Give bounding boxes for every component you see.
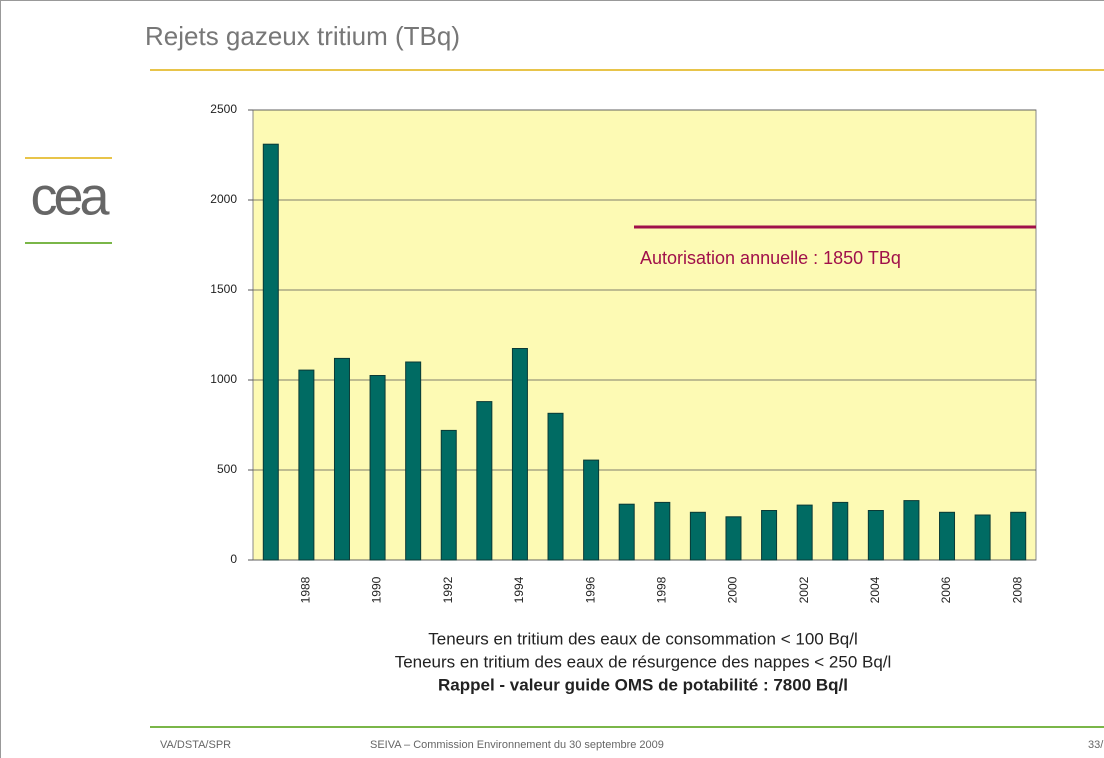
x-tick-label: 2006 [939, 576, 953, 603]
x-tick-label: 2008 [1010, 576, 1024, 603]
page-number: 33/ [1088, 739, 1104, 751]
x-tick-label: 1990 [370, 576, 384, 603]
bar [298, 369, 315, 561]
x-tick-label: 1988 [299, 576, 313, 603]
bar [654, 501, 671, 561]
y-tick-label: 500 [217, 462, 237, 476]
note: Teneurs en tritium des eaux de résurgenc… [395, 652, 892, 671]
logo: cea [30, 166, 110, 226]
x-tick-label: 2000 [726, 576, 740, 603]
bar [405, 361, 422, 561]
note: Teneurs en tritium des eaux de consommat… [428, 629, 858, 648]
x-tick-label: 2004 [868, 576, 882, 603]
bar [796, 504, 813, 561]
x-tick-label: 2002 [797, 576, 811, 603]
x-tick-label: 1998 [654, 576, 668, 603]
bar [618, 503, 635, 561]
bar [262, 143, 279, 561]
bar [974, 514, 991, 561]
footer-center: SEIVA – Commission Environnement du 30 s… [370, 739, 664, 751]
bar [440, 429, 457, 561]
bar [511, 348, 528, 561]
reference-label: Autorisation annuelle : 1850 TBq [640, 248, 901, 268]
y-tick-label: 0 [230, 552, 237, 566]
bar [476, 401, 493, 561]
y-tick-label: 2500 [210, 102, 237, 116]
x-tick-label: 1994 [512, 576, 526, 603]
note: Rappel - valeur guide OMS de potabilité … [438, 675, 848, 694]
y-tick-label: 2000 [210, 192, 237, 206]
bar [832, 501, 849, 561]
x-tick-label: 1996 [583, 576, 597, 603]
footer-left: VA/DSTA/SPR [160, 739, 231, 751]
bar [333, 357, 350, 561]
y-tick-label: 1500 [210, 282, 237, 296]
bar [903, 500, 920, 561]
y-tick-label: 1000 [210, 372, 237, 386]
bar [725, 516, 742, 561]
bar [369, 375, 386, 561]
bar [761, 510, 778, 561]
bar [583, 459, 600, 561]
bar [547, 412, 564, 561]
bar [689, 511, 706, 561]
chart-title: Rejets gazeux tritium (TBq) [145, 21, 460, 51]
bar [867, 510, 884, 561]
bar [1010, 511, 1027, 561]
x-tick-label: 1992 [441, 576, 455, 603]
bar [939, 511, 956, 561]
